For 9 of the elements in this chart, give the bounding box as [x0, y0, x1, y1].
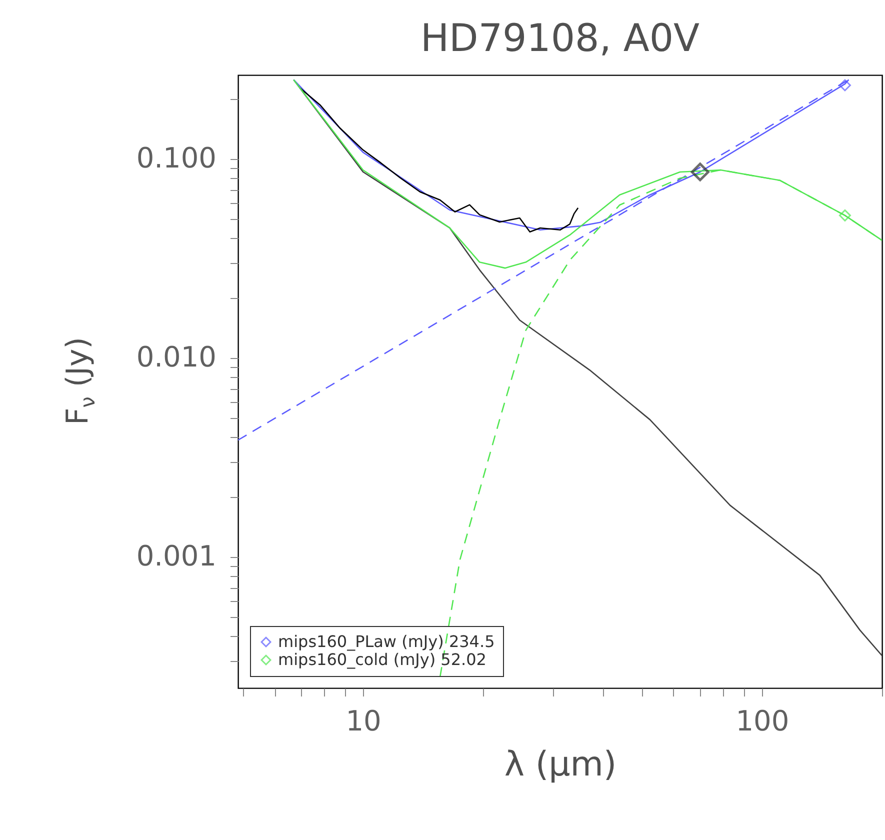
chart-title: HD79108, A0V: [420, 16, 700, 60]
y-tick-label: 0.001: [136, 540, 216, 573]
legend-label: mips160_cold (mJy) 52.02: [278, 650, 486, 669]
x-tick-label: 10: [346, 704, 382, 738]
x-tick-label: 100: [736, 704, 790, 738]
legend-label: mips160_PLaw (mJy) 234.5: [278, 632, 495, 651]
x-axis-title: λ (μm): [504, 744, 617, 784]
y-tick-label: 0.010: [136, 340, 216, 374]
y-tick-label: 0.100: [136, 141, 216, 174]
